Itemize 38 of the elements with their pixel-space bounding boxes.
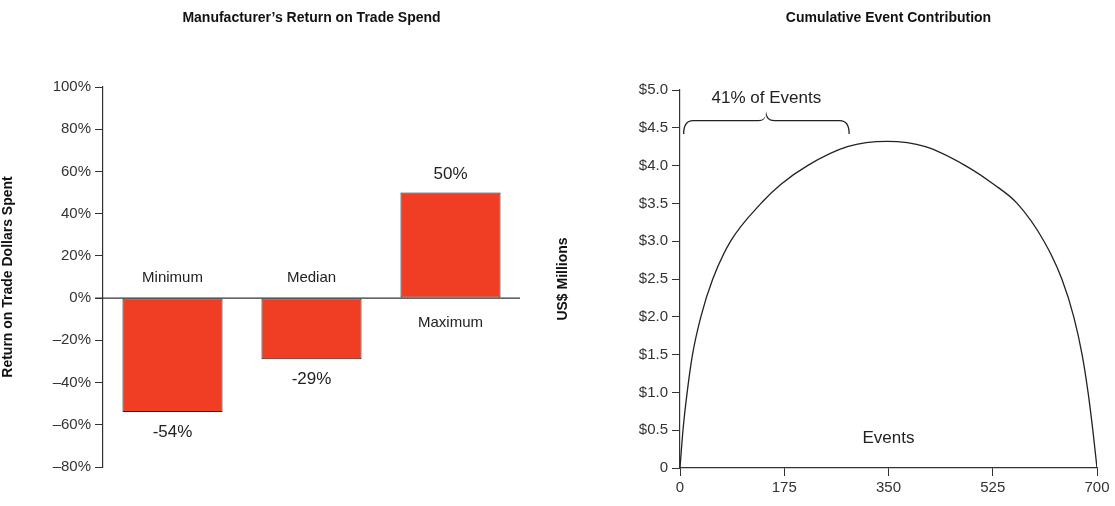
y-tick-label: 20% — [60, 246, 91, 264]
chart-title: Cumulative Event Contribution — [785, 8, 992, 25]
data-label: 50% — [433, 164, 468, 184]
y-tick-label: 0 — [659, 458, 668, 476]
y-tick-label: –40% — [52, 372, 91, 390]
x-tick-label: Maximum — [417, 313, 484, 331]
y-tick-label: –80% — [52, 457, 91, 475]
x-tick-label: 175 — [771, 478, 797, 496]
y-axis-title: Return on Trade Dollars Spent — [0, 175, 16, 378]
chart-title: Manufacturer’s Return on Trade Spend — [182, 8, 441, 25]
y-tick-label: 40% — [60, 203, 91, 221]
y-tick-label: $1.0 — [638, 382, 668, 400]
y-tick-label: $4.0 — [638, 155, 668, 173]
y-tick-label: 0% — [69, 288, 91, 306]
data-label: -29% — [291, 369, 332, 389]
y-tick-label: –20% — [52, 330, 91, 348]
y-tick-label: $3.5 — [638, 193, 668, 211]
y-tick-label: –60% — [52, 414, 91, 432]
y-tick-label: $0.5 — [638, 420, 668, 438]
y-tick-label: 80% — [60, 119, 91, 137]
x-tick-label: 0 — [675, 478, 685, 496]
x-tick-label: 350 — [875, 478, 902, 496]
x-tick-label: 525 — [980, 478, 1006, 496]
x-axis-title: Events — [862, 427, 915, 447]
y-tick-label: $3.0 — [638, 231, 668, 249]
data-label: -54% — [152, 421, 193, 441]
y-tick-label: $4.5 — [638, 117, 668, 135]
y-tick-label: 100% — [52, 77, 91, 95]
y-tick-label: $2.5 — [638, 269, 668, 287]
y-tick-label: $2.0 — [638, 306, 668, 324]
y-tick-label: $5.0 — [638, 80, 668, 98]
annotation: 41% of Events — [711, 87, 822, 107]
y-axis-title: US$ Millions — [554, 237, 571, 321]
x-tick-label: Median — [286, 268, 337, 286]
x-tick-label: 700 — [1084, 478, 1110, 496]
y-tick-label: 60% — [60, 161, 91, 179]
x-tick-label: Minimum — [142, 268, 203, 286]
y-tick-label: $1.5 — [638, 344, 668, 362]
